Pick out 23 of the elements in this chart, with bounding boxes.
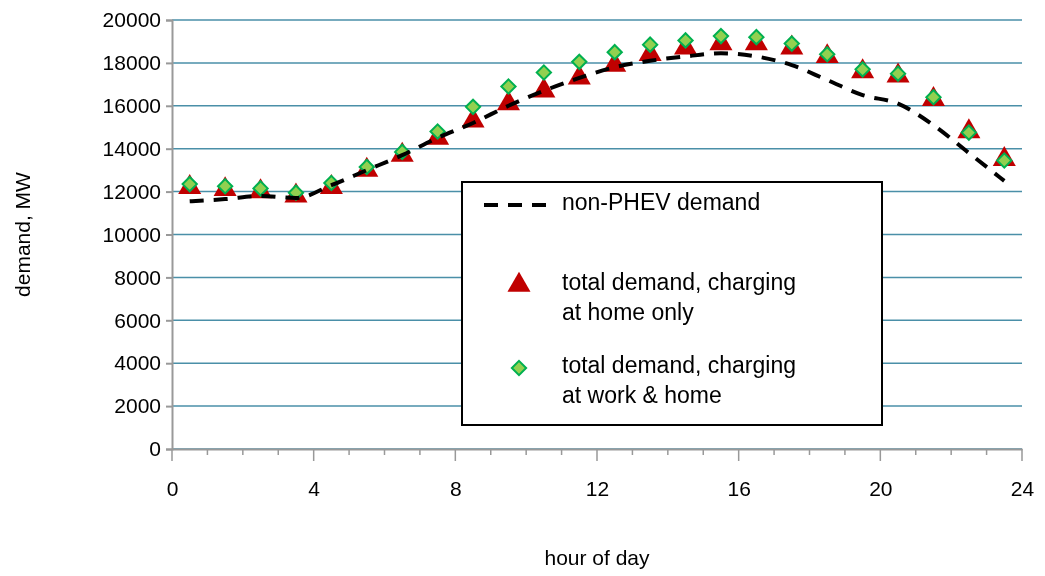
x-tick-label: 20 xyxy=(869,476,893,500)
y-axis-title: demand, MW xyxy=(11,171,34,297)
y-tick-label: 18000 xyxy=(102,51,161,75)
y-tick-label: 20000 xyxy=(102,8,161,32)
legend-label: total demand, charging at work & home xyxy=(562,352,796,408)
x-tick-label: 24 xyxy=(1010,476,1035,500)
y-tick-label: 16000 xyxy=(102,94,161,118)
x-axis-title: hour of day xyxy=(544,546,651,569)
y-tick-label: 2000 xyxy=(114,394,161,418)
y-tick-label: 14000 xyxy=(102,136,161,160)
x-tick-label: 4 xyxy=(308,476,321,500)
y-tick-label: 10000 xyxy=(102,222,161,246)
x-tick-label: 12 xyxy=(585,476,610,500)
legend-label: total demand, charging at home only xyxy=(562,269,796,325)
legend-label: non-PHEV demand xyxy=(562,189,761,215)
x-tick-label: 16 xyxy=(727,476,751,500)
x-tick-label: 0 xyxy=(166,476,179,500)
y-tick-label: 0 xyxy=(149,437,161,461)
x-tick-label: 8 xyxy=(449,476,462,500)
y-tick-label: 12000 xyxy=(102,179,161,203)
y-tick-label: 6000 xyxy=(114,308,161,332)
y-tick-label: 4000 xyxy=(114,351,161,375)
y-tick-label: 8000 xyxy=(114,265,161,289)
